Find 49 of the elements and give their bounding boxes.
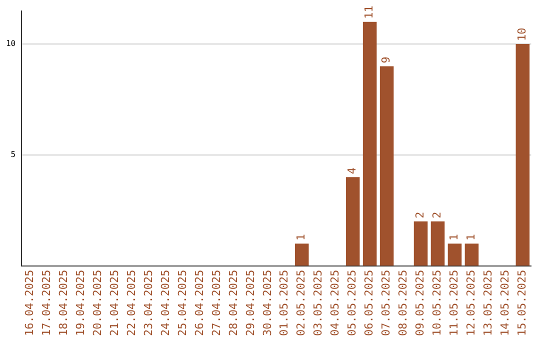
data-label: 1 [464, 234, 478, 241]
bar [380, 66, 394, 266]
bar [294, 244, 309, 266]
x-tick-label: 22.04.2025 [124, 270, 138, 336]
x-tick-label: 21.04.2025 [108, 270, 121, 336]
x-tick-label: 16.04.2025 [22, 270, 36, 336]
data-label: 2 [414, 212, 427, 218]
data-label: 10 [516, 28, 529, 42]
data-label: 2 [430, 212, 444, 218]
x-tick-label: 19.04.2025 [74, 270, 87, 336]
x-tick-label: 27.04.2025 [210, 270, 223, 336]
x-tick-label: 01.05.2025 [278, 270, 291, 336]
x-tick-label: 06.05.2025 [362, 270, 376, 336]
x-tick-label: 20.04.2025 [90, 270, 104, 336]
x-tick-label: 08.05.2025 [396, 270, 410, 336]
x-tick-label: 05.05.2025 [346, 270, 359, 336]
bar [430, 221, 445, 266]
y-tick-label: 5 [10, 150, 16, 159]
x-tick-label: 04.05.2025 [328, 270, 342, 336]
bar [362, 22, 377, 266]
x-tick-label: 11.05.2025 [448, 270, 461, 336]
data-label: 1 [448, 234, 461, 241]
x-tick-label: 23.04.2025 [142, 270, 155, 336]
bar [346, 177, 360, 266]
data-label: 1 [294, 234, 308, 241]
x-tick-label: 09.05.2025 [414, 270, 427, 336]
x-tick-label: 17.04.2025 [40, 270, 53, 336]
x-tick-label: 10.05.2025 [430, 270, 444, 336]
x-tick-label: 30.04.2025 [260, 270, 274, 336]
data-label: 11 [362, 6, 376, 19]
x-tick-label: 24.04.2025 [158, 270, 172, 336]
bar [516, 44, 530, 266]
x-tick-label: 15.05.2025 [516, 270, 529, 336]
x-tick-label: 25.04.2025 [176, 270, 189, 336]
bar [414, 221, 428, 266]
data-label: 4 [346, 167, 359, 174]
x-tick-label: 13.05.2025 [482, 270, 495, 336]
bar [464, 244, 479, 266]
data-label: 9 [380, 56, 393, 64]
bar [448, 244, 462, 266]
x-tick-label: 29.04.2025 [244, 270, 257, 336]
x-tick-label: 03.05.2025 [312, 270, 325, 336]
x-tick-label: 02.05.2025 [294, 270, 308, 336]
x-tick-label: 07.05.2025 [380, 270, 393, 336]
x-tick-label: 28.04.2025 [226, 270, 240, 336]
x-tick-label: 14.05.2025 [498, 270, 512, 336]
x-tick-label: 18.04.2025 [56, 270, 70, 336]
x-tick-label: 26.04.2025 [192, 270, 206, 336]
x-tick-label: 12.05.2025 [464, 270, 478, 336]
